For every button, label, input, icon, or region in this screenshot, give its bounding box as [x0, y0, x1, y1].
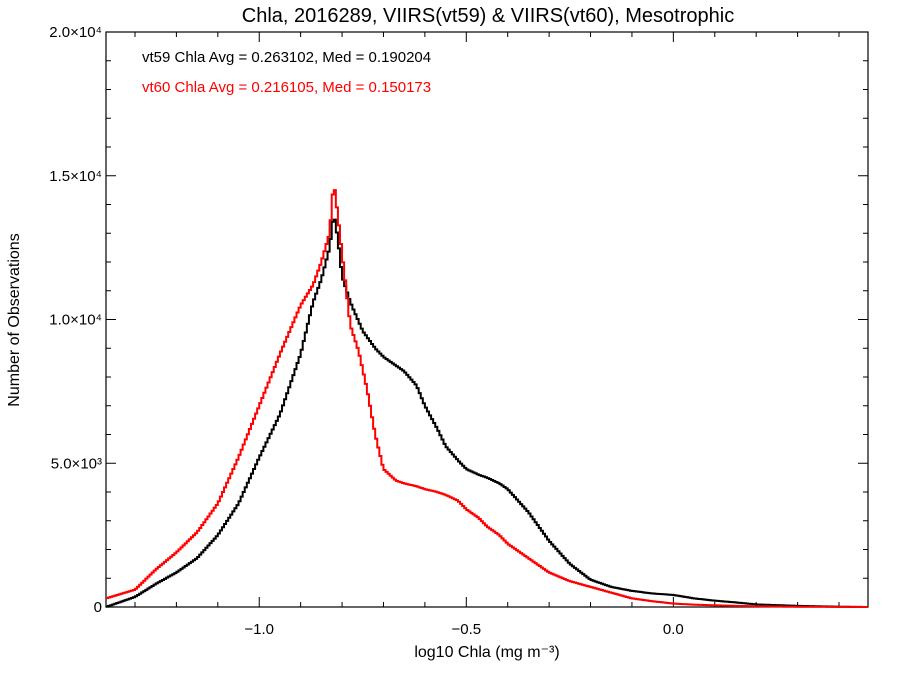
x-tick-label: 0.0 [663, 621, 684, 638]
series-line-0 [106, 218, 868, 608]
y-axis: 0 5.0×10³ 1.0×10⁴ 1.5×10⁴ 2.0×10⁴ [49, 24, 868, 616]
series-group [106, 189, 868, 608]
x-tick-label: −1.0 [244, 621, 274, 638]
x-axis-label: log10 Chla (mg m⁻³) [414, 644, 559, 661]
y-axis-label: Number of Observations [6, 233, 23, 406]
y-tick-label: 0 [94, 599, 102, 616]
y-tick-label: 1.0×10⁴ [49, 312, 102, 329]
y-tick-label: 5.0×10³ [51, 455, 102, 472]
y-tick-label: 1.5×10⁴ [49, 168, 102, 185]
chart-title: Chla, 2016289, VIIRS(vt59) & VIIRS(vt60)… [242, 5, 734, 27]
series-line-1 [106, 189, 868, 608]
plot-frame [105, 31, 869, 608]
annotation-vt60: vt60 Chla Avg = 0.216105, Med = 0.150173 [142, 79, 431, 96]
x-tick-label: −0.5 [451, 621, 481, 638]
x-axis: −1.0 −0.5 0.0 [134, 32, 840, 638]
annotation-vt59: vt59 Chla Avg = 0.263102, Med = 0.190204 [142, 49, 431, 66]
y-tick-label: 2.0×10⁴ [49, 24, 102, 41]
